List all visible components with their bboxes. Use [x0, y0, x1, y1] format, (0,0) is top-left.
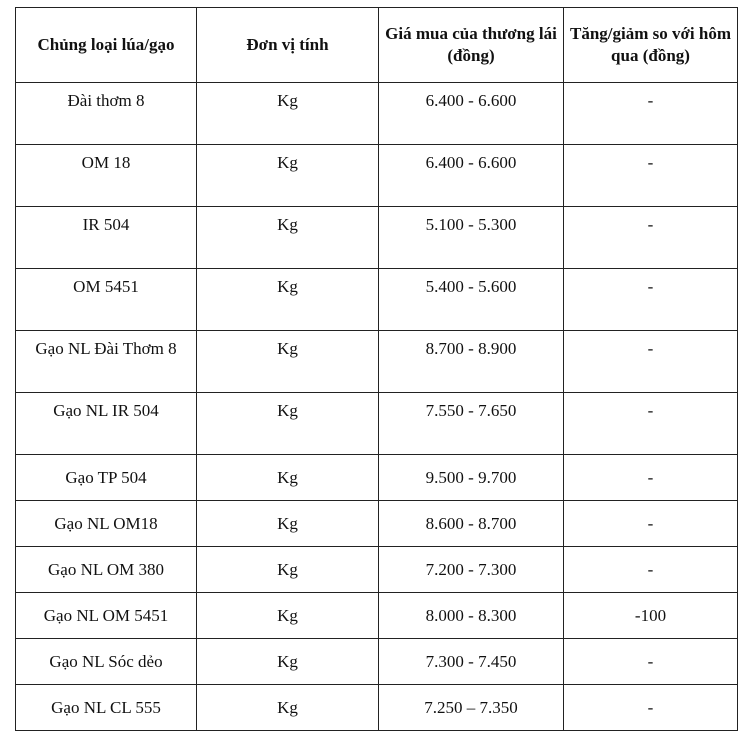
- cell-unit: Kg: [196, 392, 379, 455]
- cell-unit: Kg: [196, 206, 379, 269]
- cell-type: Gạo NL Sóc dẻo: [15, 638, 197, 685]
- cell-unit: Kg: [196, 500, 379, 547]
- header-row: Chủng loại lúa/gạo Đơn vị tính Giá mua c…: [15, 7, 738, 83]
- table-row: Gạo TP 504 Kg 9.500 - 9.700-: [15, 454, 738, 501]
- cell-price: 9.500 - 9.700: [378, 454, 564, 501]
- table-row: Đài thơm 8 Kg 6.400 - 6.600-: [15, 82, 738, 145]
- cell-price: 5.400 - 5.600: [378, 268, 564, 331]
- cell-change: -: [563, 546, 738, 593]
- cell-price: 7.300 - 7.450: [378, 638, 564, 685]
- rice-price-table: Chủng loại lúa/gạo Đơn vị tính Giá mua c…: [15, 7, 738, 731]
- cell-price: 7.200 - 7.300: [378, 546, 564, 593]
- table-row: Gạo NL Đài Thơm 8 Kg 8.700 - 8.900-: [15, 330, 738, 393]
- cell-unit: Kg: [196, 592, 379, 639]
- cell-unit: Kg: [196, 268, 379, 331]
- table-row: Gạo NL OM 380 Kg 7.200 - 7.300-: [15, 546, 738, 593]
- cell-unit: Kg: [196, 684, 379, 731]
- cell-unit: Kg: [196, 546, 379, 593]
- cell-price: 8.000 - 8.300: [378, 592, 564, 639]
- cell-change: -: [563, 144, 738, 207]
- cell-price: 7.550 - 7.650: [378, 392, 564, 455]
- cell-change: -: [563, 206, 738, 269]
- cell-type: Gạo TP 504: [15, 454, 197, 501]
- table-row: Gạo NL OM18 Kg 8.600 - 8.700-: [15, 500, 738, 547]
- cell-change: -: [563, 82, 738, 145]
- table-row: IR 504 Kg 5.100 - 5.300-: [15, 206, 738, 269]
- cell-type: Đài thơm 8: [15, 82, 197, 145]
- cell-type: Gạo NL OM18: [15, 500, 197, 547]
- cell-change: -: [563, 638, 738, 685]
- cell-type: Gạo NL OM 5451: [15, 592, 197, 639]
- cell-change: -: [563, 268, 738, 331]
- cell-price: 6.400 - 6.600: [378, 82, 564, 145]
- cell-unit: Kg: [196, 638, 379, 685]
- header-change: Tăng/giảm so với hôm qua (đồng): [563, 7, 738, 83]
- cell-price: 6.400 - 6.600: [378, 144, 564, 207]
- cell-change: -100: [563, 592, 738, 639]
- header-unit: Đơn vị tính: [196, 7, 379, 83]
- cell-change: -: [563, 454, 738, 501]
- cell-change: -: [563, 684, 738, 731]
- cell-price: 8.600 - 8.700: [378, 500, 564, 547]
- table-row: Gạo NL CL 555 Kg 7.250 – 7.350-: [15, 684, 738, 731]
- cell-price: 5.100 - 5.300: [378, 206, 564, 269]
- table-row: OM 5451 Kg 5.400 - 5.600-: [15, 268, 738, 331]
- cell-unit: Kg: [196, 144, 379, 207]
- header-type: Chủng loại lúa/gạo: [15, 7, 197, 83]
- header-price: Giá mua của thương lái (đồng): [378, 7, 564, 83]
- cell-type: IR 504: [15, 206, 197, 269]
- cell-unit: Kg: [196, 454, 379, 501]
- cell-type: OM 18: [15, 144, 197, 207]
- cell-change: -: [563, 330, 738, 393]
- cell-type: Gạo NL OM 380: [15, 546, 197, 593]
- table-row: Gạo NL Sóc dẻo Kg 7.300 - 7.450-: [15, 638, 738, 685]
- cell-unit: Kg: [196, 82, 379, 145]
- table-row: Gạo NL IR 504 Kg 7.550 - 7.650-: [15, 392, 738, 455]
- table-row: OM 18 Kg 6.400 - 6.600-: [15, 144, 738, 207]
- cell-type: Gạo NL Đài Thơm 8: [15, 330, 197, 393]
- cell-change: -: [563, 500, 738, 547]
- cell-change: -: [563, 392, 738, 455]
- cell-price: 8.700 - 8.900: [378, 330, 564, 393]
- cell-type: Gạo NL IR 504: [15, 392, 197, 455]
- cell-type: OM 5451: [15, 268, 197, 331]
- table-row: Gạo NL OM 5451 Kg 8.000 - 8.300 -100: [15, 592, 738, 639]
- cell-price: 7.250 – 7.350: [378, 684, 564, 731]
- cell-unit: Kg: [196, 330, 379, 393]
- cell-type: Gạo NL CL 555: [15, 684, 197, 731]
